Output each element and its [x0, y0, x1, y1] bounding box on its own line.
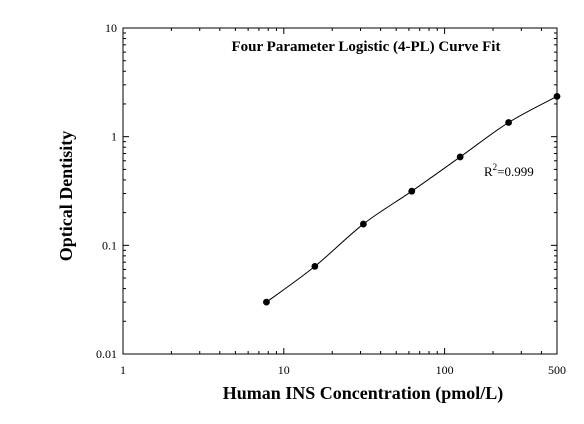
fit-curve: [266, 95, 558, 303]
y-tick-label: 10: [105, 21, 117, 35]
y-tick-label: 0.01: [96, 347, 117, 361]
r-label: R: [484, 164, 493, 179]
data-point: [408, 187, 416, 195]
x-tick-label: 100: [436, 363, 454, 377]
data-point: [263, 298, 270, 306]
x-tick-label: 1: [120, 363, 126, 377]
x-tick-label: 500: [548, 363, 566, 377]
tick-labels: 1 10 100 500 0.01 0.1 1 10: [96, 21, 566, 377]
plot-frame: [122, 27, 558, 355]
data-points: [263, 92, 561, 306]
y-tick-label: 1: [111, 130, 117, 144]
plot-border: [122, 27, 558, 355]
data-point: [505, 119, 512, 126]
r-value: =0.999: [497, 164, 534, 179]
data-point: [456, 153, 464, 161]
r-superscript: 2: [493, 162, 498, 172]
data-point: [553, 92, 561, 100]
axis-ticks: [122, 28, 558, 355]
r-squared-annotation: R2=0.999: [484, 162, 534, 179]
x-axis-title: Human INS Concentration (pmol/L): [223, 383, 504, 404]
chart-title: Four Parameter Logistic (4-PL) Curve Fit: [232, 39, 501, 55]
x-tick-label: 10: [278, 363, 290, 377]
y-tick-label: 0.1: [102, 238, 117, 252]
data-point: [311, 262, 319, 270]
y-axis-title: Optical Dentisity: [56, 131, 76, 262]
data-point: [359, 220, 367, 228]
